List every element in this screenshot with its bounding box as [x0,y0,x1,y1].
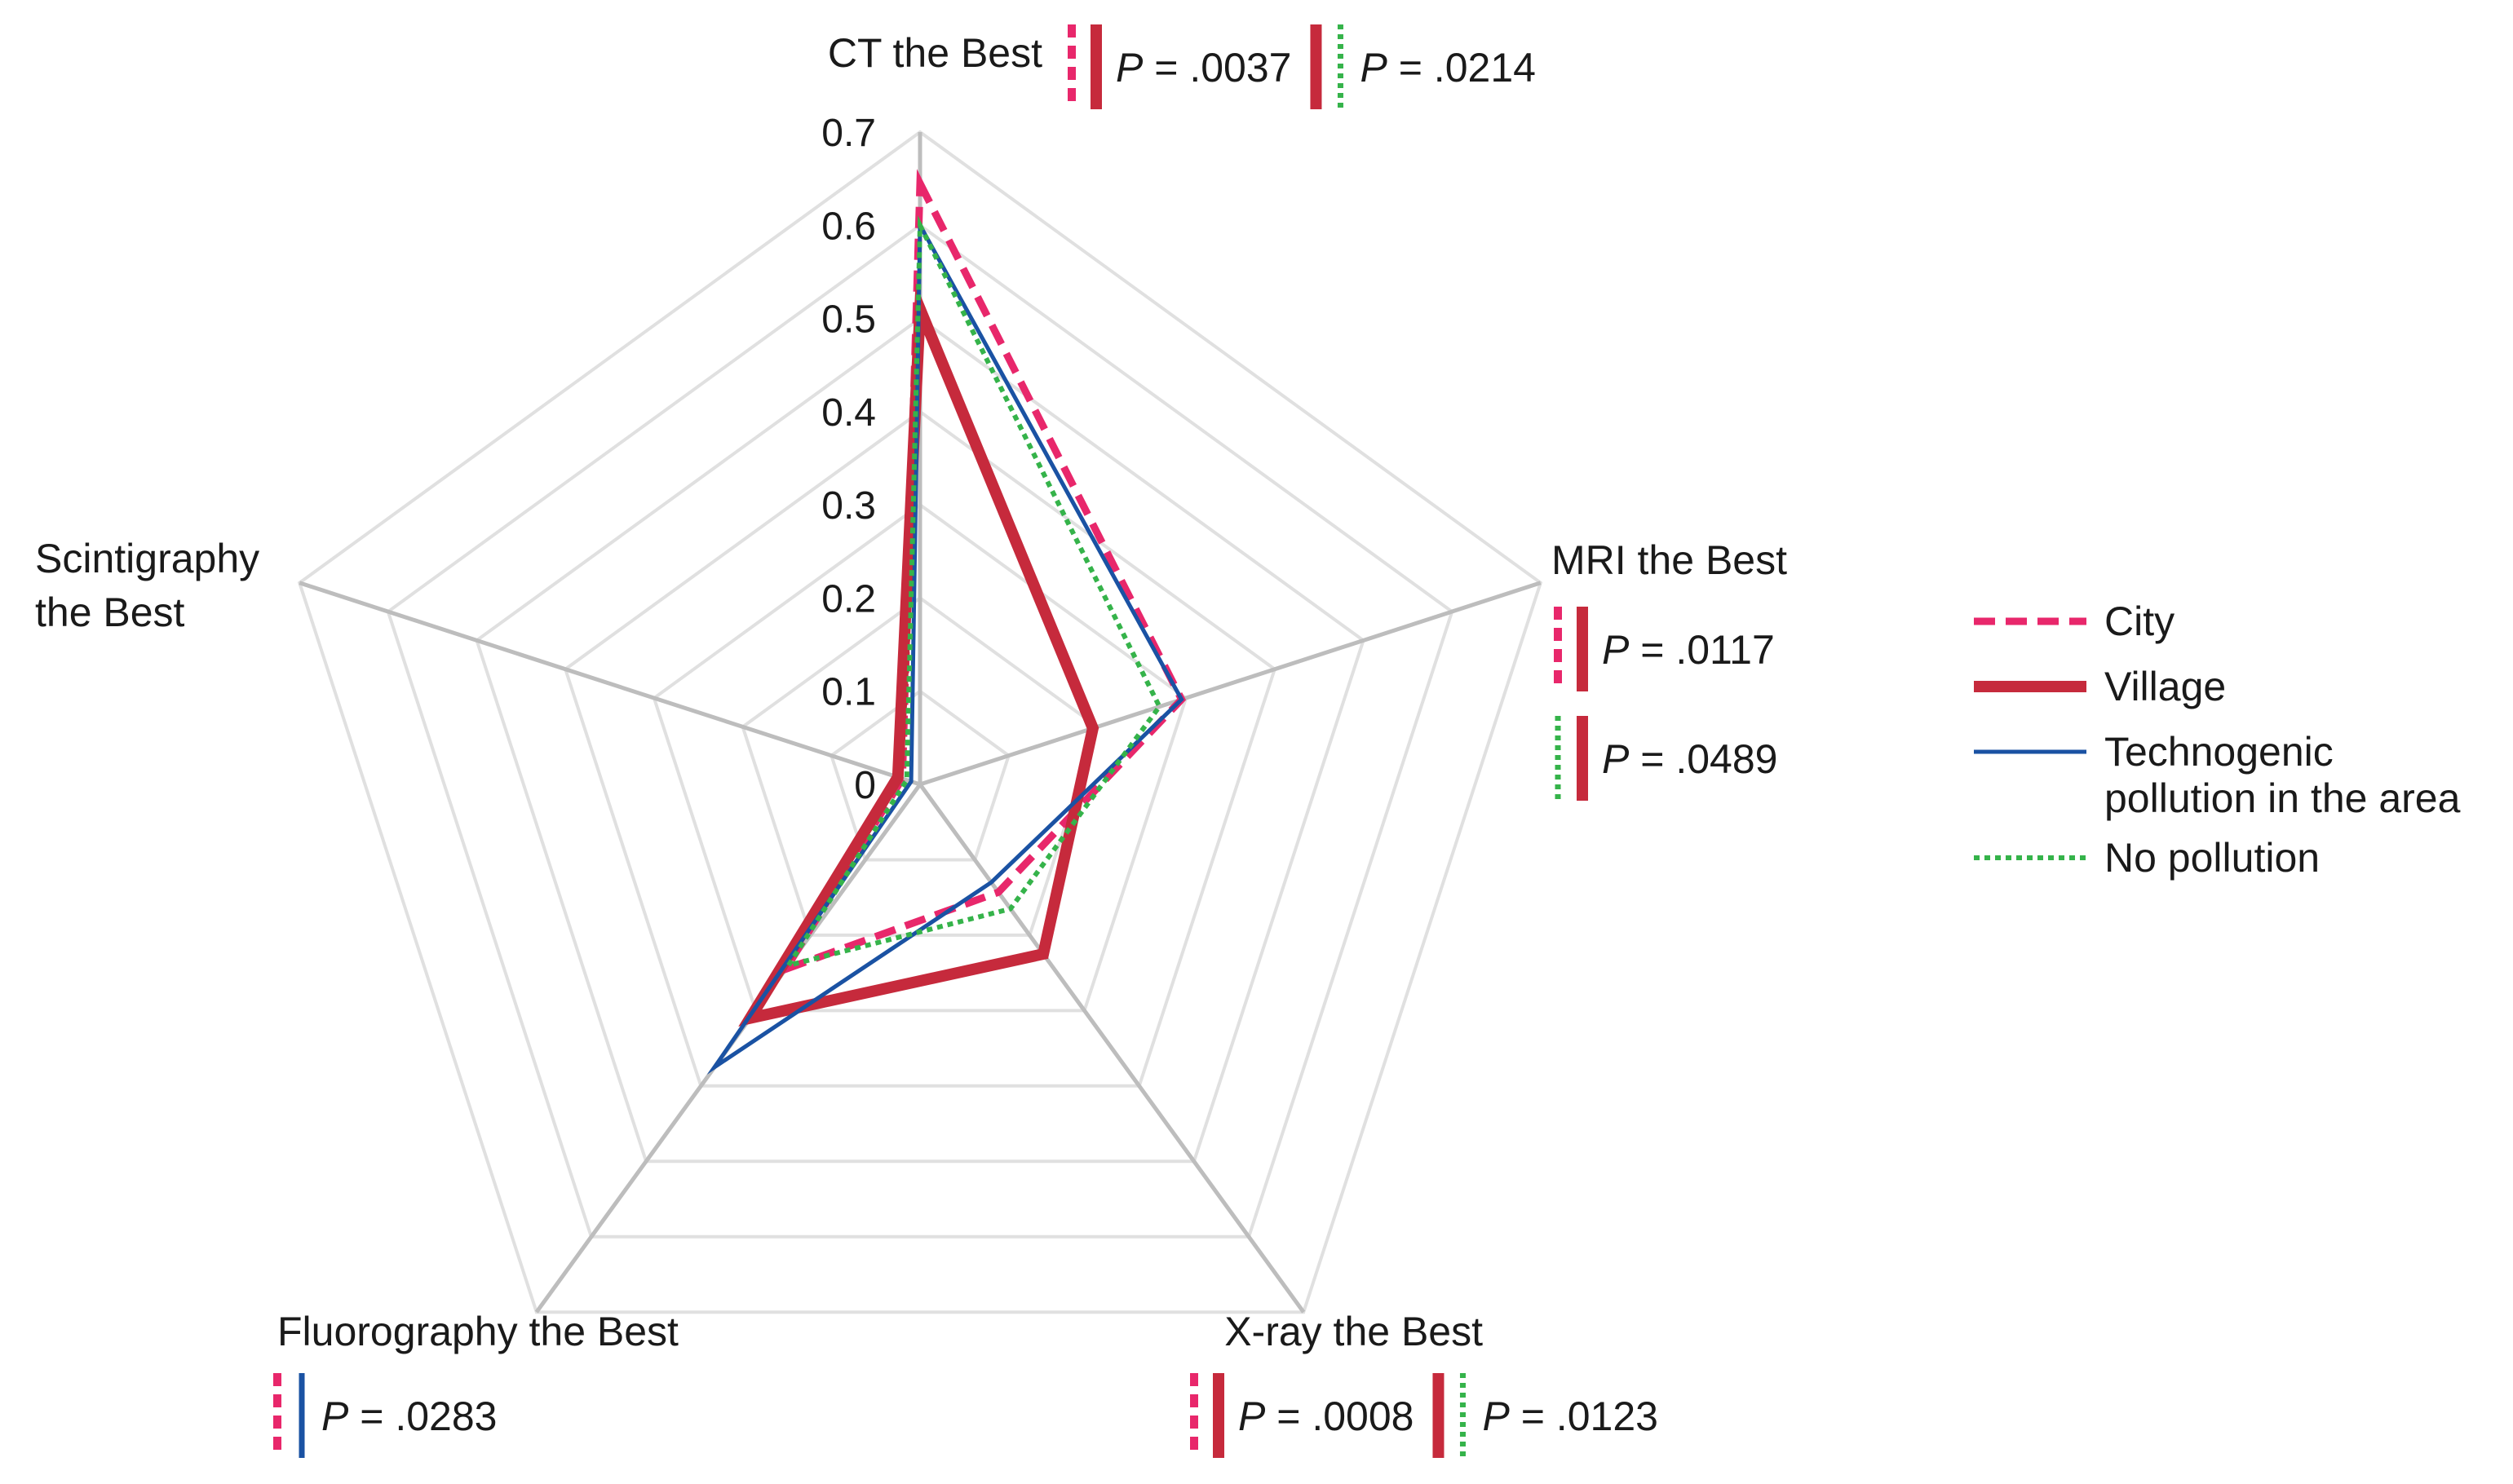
legend-item-city: City [1974,598,2175,644]
p-value-label: P = .0283 [321,1393,497,1439]
tick-label: 0.7 [821,112,876,155]
tick-label: 0.4 [821,391,876,435]
p-value-label: P = .0037 [1116,45,1291,91]
tick-label: 0.5 [821,298,876,342]
radar-series [706,169,1187,1075]
tick-label: 0 [854,764,876,807]
legend-label: No pollution [2104,835,2320,881]
p-value-label: P = .0123 [1482,1393,1657,1439]
axis-spoke-x-ray-the-best [918,783,1306,1314]
series-line-no-pollution [783,215,1163,969]
axis-label-fluorography-the-best: Fluorography the Best [277,1309,679,1354]
grid-ring [475,316,1365,1164]
tick-label: 0.6 [821,205,876,248]
p-value-label: P = .0117 [1602,627,1775,673]
grid-ring [563,409,1277,1088]
legend-label: Technogenic pollution in the area [2104,729,2461,821]
legend-item-village: Village [1974,664,2226,709]
legend-label: City [2104,598,2175,644]
series-line-village [738,283,1099,1027]
series-line-technogenic-pollution-in-the-area [706,217,1184,1075]
tick-label: 0.1 [821,671,876,714]
grid-ring [297,130,1543,1314]
axis-label-ct-the-best: CT the Best [828,30,1042,76]
legend: City Village Technogenic pollution in the a… [1974,598,2461,881]
p-value-label: P = .0008 [1238,1393,1414,1439]
grid-ring [386,223,1454,1239]
axis-spoke-mri-the-best [919,581,1542,787]
grid-ring [741,595,1099,937]
legend-item-no-pollution: No pollution [1974,835,2320,881]
p-value-label: P = .0214 [1360,45,1535,91]
p-value-label: P = .0489 [1602,736,1777,782]
annotation-fluorography-the-best: P = .0283 [273,1373,497,1458]
axis-labels: CT the Best MRI the Best X-ray the Best Flu… [35,30,1787,1354]
axis-label-mri-the-best: MRI the Best [1551,537,1787,583]
tick-label: 0.2 [821,577,876,621]
radial-tick-labels: 0 0.1 0.2 0.3 0.4 0.5 0.6 0.7 [821,112,876,807]
legend-item-technogenic-pollution-in-the-area: Technogenic pollution in the area [1974,729,2461,821]
tick-label: 0.3 [821,484,876,528]
grid-ring [829,689,1011,862]
annotation-x-ray-the-best: P = .0008 P = .0123 [1190,1373,1658,1458]
axis-label-scintigraphy-the-best: Scintigraphy the Best [35,536,259,635]
annotation-ct-the-best: P = .0037 P = .0214 [1068,24,1536,109]
series-line-city [776,169,1187,977]
legend-label: Village [2104,664,2226,709]
axis-label-x-ray-the-best: X-ray the Best [1224,1309,1483,1354]
axis-spoke-scintigraphy-the-best [299,581,921,787]
annotation-mri-the-best: P = .0117 P = .0489 [1554,607,1777,801]
